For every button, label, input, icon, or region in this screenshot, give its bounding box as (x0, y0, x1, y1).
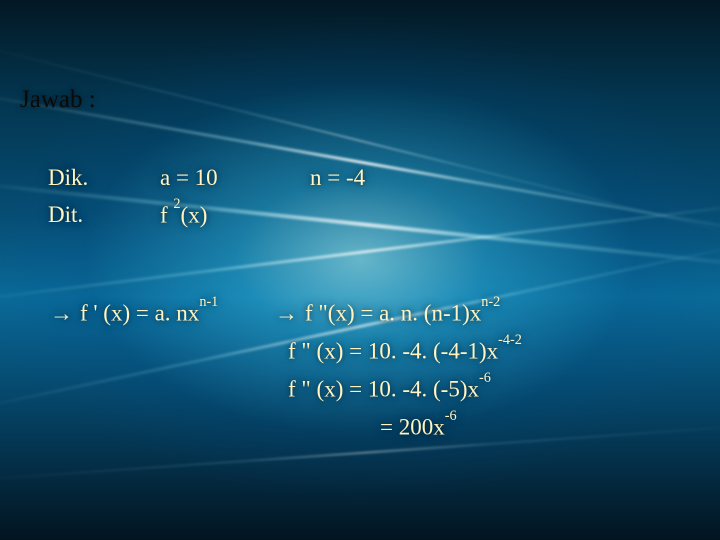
derivation-line-2: f " (x) = 10. -4. (-4-1)x-4-2 (288, 338, 522, 365)
slide-content: Jawab : Dik. a = 10 n = -4 Dit. f 2(x) →… (0, 0, 720, 540)
dit-expression: f 2(x) (160, 202, 207, 229)
given-dit-row: Dit. f 2(x) (48, 202, 207, 229)
derivation-line-4: = 200x-6 (380, 414, 457, 441)
slide-heading: Jawab : (20, 86, 96, 114)
final-result: = 200x-6 (380, 414, 457, 441)
dit-label: Dit. (48, 202, 160, 229)
second-derivative-simplified: f " (x) = 10. -4. (-5)x-6 (288, 376, 491, 403)
derivation-line-1: → f ' (x) = a. nxn-1 → f "(x) = a. n. (n… (50, 300, 500, 327)
n-equation: n = -4 (310, 165, 365, 191)
arrow-icon: → (275, 300, 305, 327)
a-equation: a = 10 (160, 165, 310, 191)
derivation-line-3: f " (x) = 10. -4. (-5)x-6 (288, 376, 491, 403)
dik-label: Dik. (48, 165, 160, 191)
arrow-icon: → (50, 300, 80, 327)
first-derivative: f ' (x) = a. nxn-1 (80, 300, 275, 327)
second-derivative-general: f "(x) = a. n. (n-1)xn-2 (305, 300, 500, 327)
second-derivative-substituted: f " (x) = 10. -4. (-4-1)x-4-2 (288, 338, 522, 365)
given-dik-row: Dik. a = 10 n = -4 (48, 165, 365, 191)
